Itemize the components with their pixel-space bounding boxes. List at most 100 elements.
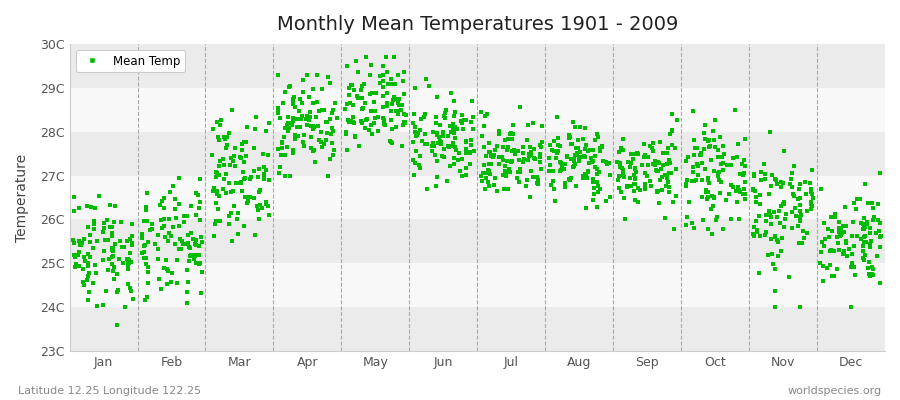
Point bbox=[535, 144, 549, 150]
Point bbox=[590, 189, 605, 195]
Point bbox=[80, 224, 94, 230]
Point bbox=[364, 131, 379, 137]
Point bbox=[687, 137, 701, 143]
Point bbox=[463, 150, 477, 156]
Point bbox=[239, 153, 254, 159]
Point bbox=[446, 125, 460, 131]
Point bbox=[774, 179, 788, 185]
Point bbox=[766, 260, 780, 267]
Point bbox=[782, 181, 796, 188]
Point bbox=[474, 173, 489, 179]
Point bbox=[615, 165, 629, 171]
Point bbox=[151, 256, 166, 262]
Point bbox=[501, 166, 516, 172]
Point bbox=[735, 161, 750, 167]
Point bbox=[773, 202, 788, 209]
Point bbox=[710, 146, 724, 153]
Point bbox=[763, 183, 778, 189]
Point bbox=[870, 216, 885, 223]
Point bbox=[326, 152, 340, 158]
Point bbox=[374, 72, 388, 79]
Point bbox=[76, 282, 91, 288]
Point bbox=[397, 119, 411, 126]
Point bbox=[459, 172, 473, 178]
Point bbox=[708, 117, 723, 124]
Point bbox=[503, 168, 517, 175]
Point bbox=[706, 202, 720, 209]
Point bbox=[759, 212, 773, 218]
Point bbox=[76, 254, 91, 260]
Point bbox=[563, 175, 578, 182]
Point bbox=[384, 140, 399, 146]
Point bbox=[586, 176, 600, 183]
Point bbox=[480, 170, 494, 176]
Point bbox=[847, 200, 861, 206]
Point bbox=[278, 152, 293, 158]
Point bbox=[125, 240, 140, 246]
Point bbox=[230, 216, 245, 222]
Point bbox=[492, 127, 507, 134]
Point bbox=[858, 181, 872, 188]
Point bbox=[650, 168, 664, 174]
Point bbox=[715, 154, 729, 160]
Point bbox=[176, 240, 191, 247]
Point bbox=[500, 157, 514, 164]
Point bbox=[139, 260, 153, 267]
Point bbox=[626, 150, 641, 157]
Point bbox=[856, 243, 870, 249]
Point bbox=[408, 160, 422, 166]
Point bbox=[290, 123, 304, 130]
Point bbox=[661, 175, 675, 181]
Point bbox=[856, 226, 870, 232]
Point bbox=[476, 170, 491, 176]
Point bbox=[856, 248, 870, 254]
Point bbox=[707, 194, 722, 200]
Point bbox=[752, 192, 767, 198]
Point bbox=[627, 172, 642, 178]
Point bbox=[142, 227, 157, 233]
Point bbox=[302, 109, 317, 116]
Point bbox=[191, 192, 205, 199]
Point bbox=[697, 146, 711, 152]
Point bbox=[800, 208, 814, 214]
Point bbox=[506, 122, 520, 128]
Point bbox=[448, 144, 463, 150]
Point bbox=[441, 143, 455, 149]
Point bbox=[121, 256, 135, 262]
Point bbox=[347, 133, 362, 139]
Point bbox=[477, 144, 491, 150]
Point bbox=[188, 253, 202, 259]
Point bbox=[465, 113, 480, 120]
Point bbox=[499, 169, 513, 176]
Point bbox=[814, 186, 828, 192]
Point bbox=[173, 236, 187, 242]
Point bbox=[687, 224, 701, 231]
Point bbox=[225, 238, 239, 244]
Point bbox=[580, 175, 594, 182]
Point bbox=[116, 260, 130, 266]
Point bbox=[577, 154, 591, 160]
Point bbox=[448, 135, 463, 141]
Bar bbox=[69, 307, 885, 351]
Point bbox=[323, 156, 338, 162]
Point bbox=[627, 176, 642, 182]
Point bbox=[414, 116, 428, 122]
Point bbox=[690, 172, 705, 178]
Point bbox=[375, 78, 390, 84]
Point bbox=[408, 84, 422, 91]
Point bbox=[651, 159, 665, 165]
Point bbox=[300, 72, 314, 78]
Point bbox=[814, 249, 828, 255]
Point bbox=[640, 172, 654, 179]
Point bbox=[312, 137, 327, 144]
Point bbox=[79, 277, 94, 284]
Point bbox=[415, 138, 429, 144]
Point bbox=[95, 302, 110, 308]
Point bbox=[465, 98, 480, 104]
Point bbox=[237, 176, 251, 182]
Point bbox=[616, 147, 631, 153]
Point bbox=[731, 184, 745, 191]
Point bbox=[166, 182, 180, 189]
Point bbox=[589, 153, 603, 159]
Point bbox=[759, 176, 773, 182]
